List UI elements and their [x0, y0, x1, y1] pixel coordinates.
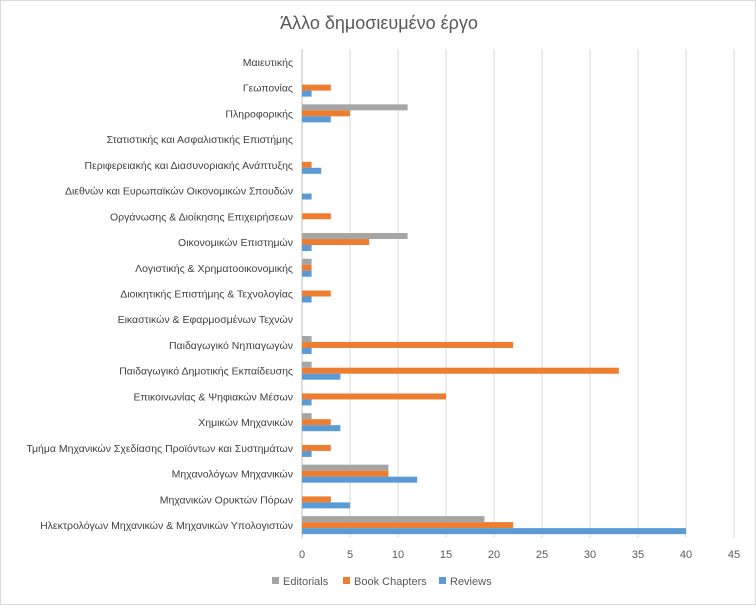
category-label: Περιφερειακής και Διασυνοριακής Ανάπτυξη… — [84, 160, 293, 172]
legend-label: Book Chapters — [354, 576, 427, 588]
bar-book-chapters — [302, 290, 331, 297]
x-tick-label: 15 — [440, 549, 452, 561]
x-tick-label: 5 — [347, 549, 353, 561]
legend-swatch — [439, 577, 446, 584]
category-labels: Μαιευτικής Γεωπονίας Πληροφορικής Στατιστικ… — [26, 57, 293, 532]
bar-reviews — [302, 502, 350, 509]
legend-swatch — [272, 577, 279, 584]
bar-book-chapters — [302, 470, 389, 477]
category-label: Μαιευτικής — [243, 57, 293, 69]
bar-reviews — [302, 476, 418, 483]
category-label: Διεθνών και Ευρωπαϊκών Οικονομικών Σπουδ… — [65, 186, 293, 198]
gridlines — [301, 49, 735, 538]
bar-book-chapters — [302, 84, 331, 91]
bar-book-chapters — [302, 522, 514, 529]
bar-editorials — [302, 335, 312, 342]
x-axis-ticks: 0 5 10 15 20 25 30 35 40 45 — [299, 549, 740, 561]
chart-title: Άλλο δημοσιευμένο έργο — [280, 13, 478, 33]
x-tick-label: 20 — [488, 549, 500, 561]
bar-editorials — [302, 233, 408, 240]
category-label: Στατιστικής και Ασφαλιστικής Επιστήμης — [107, 134, 293, 146]
bar-book-chapters — [302, 367, 619, 374]
bar-book-chapters — [302, 341, 514, 348]
legend-label: Reviews — [450, 576, 492, 588]
bar-reviews — [302, 245, 312, 252]
bar-reviews — [302, 450, 312, 457]
legend: Editorials Book Chapters Reviews — [272, 576, 492, 588]
category-label: Διοικητικής Επιστήμης & Τεχνολογίας — [120, 289, 293, 301]
bar-editorials — [302, 413, 312, 420]
bar-editorials — [302, 464, 389, 471]
category-label: Πληροφορικής — [225, 108, 293, 120]
category-label: Χημικών Μηχανικών — [198, 417, 293, 429]
bar-editorials — [302, 104, 408, 111]
bar-book-chapters — [302, 213, 331, 220]
category-label: Γεωπονίας — [243, 83, 293, 95]
bar-editorials — [302, 361, 312, 368]
legend-swatch — [343, 577, 350, 584]
x-tick-label: 25 — [536, 549, 548, 561]
bar-editorials — [302, 516, 485, 523]
legend-label: Editorials — [283, 576, 329, 588]
bar-book-chapters — [302, 496, 331, 503]
bar-reviews — [302, 347, 312, 354]
category-label: Οικονομικών Επιστημών — [178, 237, 293, 249]
category-label: Παιδαγωγικό Δημοτικής Εκπαίδευσης — [119, 366, 293, 378]
bar-editorials — [302, 258, 312, 265]
bars — [302, 84, 686, 535]
bar-reviews — [302, 528, 686, 535]
x-tick-label: 30 — [584, 549, 596, 561]
bar-reviews — [302, 193, 312, 200]
bar-reviews — [302, 90, 312, 97]
bar-reviews — [302, 296, 312, 303]
bar-reviews — [302, 425, 341, 432]
bar-reviews — [302, 373, 341, 380]
x-tick-label: 40 — [680, 549, 692, 561]
bar-book-chapters — [302, 393, 446, 400]
bar-reviews — [302, 167, 322, 174]
bar-reviews — [302, 399, 312, 406]
x-tick-label: 10 — [392, 549, 404, 561]
bar-book-chapters — [302, 264, 312, 271]
category-label: Εικαστικών & Εφαρμοσμένων Τεχνών — [118, 314, 293, 326]
x-tick-label: 35 — [632, 549, 644, 561]
category-label: Οργάνωσης & Διοίκησης Επιχειρήσεων — [110, 211, 293, 223]
bar-book-chapters — [302, 444, 331, 451]
x-tick-label: 45 — [728, 549, 740, 561]
category-label: Λογιστικής & Χρηματοοικονομικής — [135, 263, 293, 275]
category-label: Ηλεκτρολόγων Μηχανικών & Μηχανικών Υπολο… — [40, 520, 293, 532]
bar-book-chapters — [302, 110, 350, 117]
bar-book-chapters — [302, 239, 370, 246]
bar-reviews — [302, 270, 312, 277]
bar-book-chapters — [302, 161, 312, 168]
category-label: Μηχανικών Ορυκτών Πόρων — [160, 494, 293, 506]
category-label: Παιδαγωγικό Νηπιαγωγών — [169, 340, 293, 352]
category-label: Επικοινωνίας & Ψηφιακών Μέσων — [133, 391, 293, 403]
x-tick-label: 0 — [299, 549, 305, 561]
bar-book-chapters — [302, 419, 331, 426]
bar-reviews — [302, 116, 331, 123]
category-label: Μηχανολόγων Μηχανικών — [172, 469, 293, 481]
category-label: Τμήμα Μηχανικών Σχεδίασης Προϊόντων και … — [26, 443, 293, 455]
